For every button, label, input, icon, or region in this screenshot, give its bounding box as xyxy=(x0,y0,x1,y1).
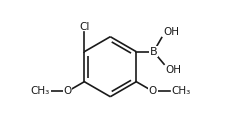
Text: Cl: Cl xyxy=(79,22,90,32)
Text: B: B xyxy=(150,47,157,57)
Text: O: O xyxy=(149,86,157,96)
Text: CH₃: CH₃ xyxy=(30,86,49,96)
Text: OH: OH xyxy=(165,65,181,75)
Text: CH₃: CH₃ xyxy=(171,86,190,96)
Text: O: O xyxy=(64,86,72,96)
Text: OH: OH xyxy=(163,27,179,37)
